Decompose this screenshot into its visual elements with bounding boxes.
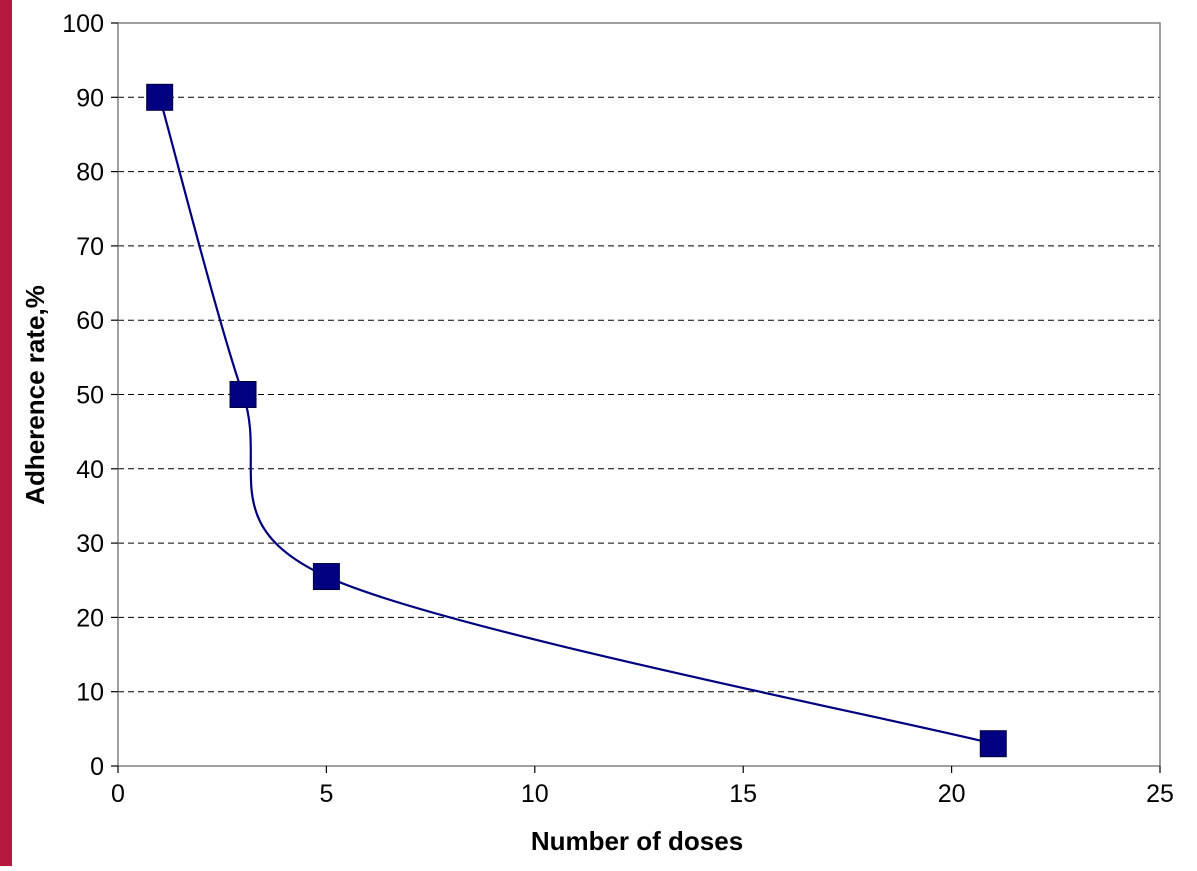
- data-point-marker: [146, 83, 174, 111]
- y-tick-label: 50: [76, 382, 104, 410]
- series-line: [158, 97, 994, 745]
- data-point-marker: [312, 563, 340, 591]
- y-tick-label: 60: [76, 307, 104, 335]
- y-tick-label: 0: [90, 753, 104, 781]
- x-tick-label: 5: [319, 780, 333, 808]
- x-tick-label: 15: [729, 780, 757, 808]
- y-tick-label: 20: [76, 604, 104, 632]
- x-tick-label: 0: [111, 780, 125, 808]
- y-tick-label: 90: [76, 84, 104, 112]
- axis-ticks: 0 10 20 30 40 50 60 70 80 90 100 0 5 10 15 20 25: [62, 10, 1174, 808]
- y-axis-title: Adherence rate,%: [20, 285, 50, 505]
- x-tick-label: 25: [1146, 780, 1174, 808]
- x-axis-title: Number of doses: [531, 826, 743, 856]
- grid-lines: [118, 96, 1160, 693]
- x-tick-label: 10: [521, 780, 549, 808]
- data-point-marker: [979, 730, 1007, 758]
- y-tick-label: 100: [62, 10, 104, 38]
- series-layer: [158, 97, 994, 745]
- marker-layer: [146, 83, 1007, 758]
- y-tick-label: 30: [76, 530, 104, 558]
- y-tick-label: 10: [76, 679, 104, 707]
- y-tick-label: 80: [76, 159, 104, 187]
- y-tick-label: 70: [76, 233, 104, 261]
- x-tick-label: 20: [938, 780, 966, 808]
- y-tick-label: 40: [76, 456, 104, 484]
- data-point-marker: [229, 381, 257, 408]
